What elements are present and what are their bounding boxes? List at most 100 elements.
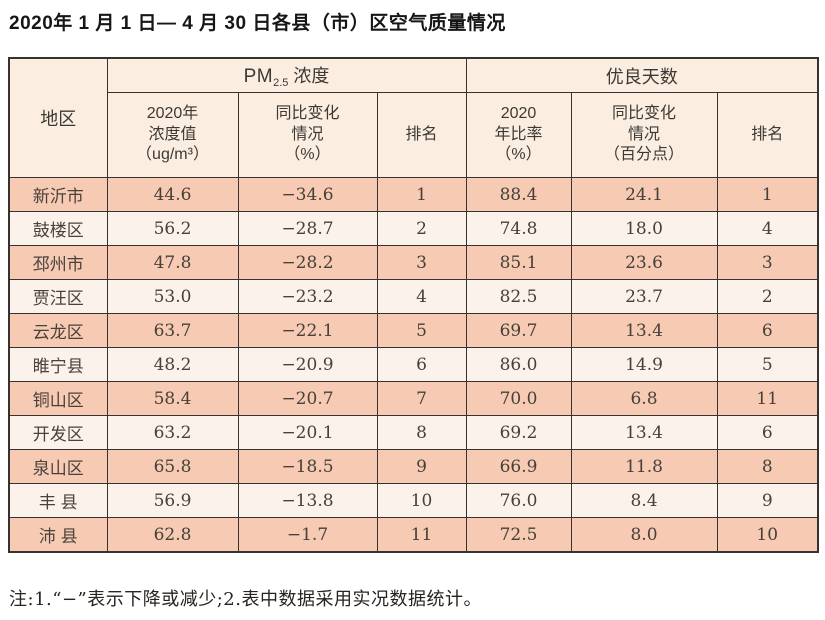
value-cell: 63.2	[106, 415, 239, 450]
value-cell: 62.8	[106, 517, 239, 553]
sub-header-row: 2020年 浓度值 （ug/m³） 同比变化 情况 （%） 排名 2020 年比…	[9, 92, 819, 178]
table-row: 邳州市 47.8 −28.2 3 85.1 23.6 3	[8, 245, 819, 280]
value-cell: 7	[376, 381, 467, 416]
good-ratio-header: 2020 年比率 （%）	[465, 92, 572, 178]
table-row: 开发区 63.2 −20.1 8 69.2 13.4 6	[8, 415, 819, 450]
table-row: 睢宁县 48.2 −20.9 6 86.0 14.9 5	[8, 347, 819, 382]
value-cell: 2	[376, 211, 467, 246]
pm25-label-subscript: 2.5	[273, 77, 289, 89]
table-row: 新沂市 44.6 −34.6 1 88.4 24.1 1	[8, 177, 819, 212]
value-cell: 56.2	[106, 211, 239, 246]
good-rank-header: 排名	[716, 92, 819, 178]
region-cell: 泉山区	[8, 449, 108, 484]
value-cell: 5	[716, 347, 819, 382]
pm25-value-header: 2020年 浓度值 （ug/m³）	[106, 92, 239, 178]
value-cell: 8	[716, 449, 819, 484]
pm25-rank-header: 排名	[376, 92, 467, 178]
region-cell: 睢宁县	[8, 347, 108, 382]
value-cell: 11.8	[570, 449, 718, 484]
value-cell: 86.0	[465, 347, 572, 382]
value-cell: 88.4	[465, 177, 572, 212]
pm25-group-header: PM2.5 浓度	[106, 57, 467, 93]
value-cell: 4	[716, 211, 819, 246]
table-row: 鼓楼区 56.2 −28.7 2 74.8 18.0 4	[8, 211, 819, 246]
value-cell: 47.8	[106, 245, 239, 280]
value-cell: 44.6	[106, 177, 239, 212]
value-cell: −23.2	[237, 279, 378, 314]
value-cell: 70.0	[465, 381, 572, 416]
value-cell: 4	[376, 279, 467, 314]
table-row: 铜山区 58.4 −20.7 7 70.0 6.8 11	[8, 381, 819, 416]
value-cell: 11	[716, 381, 819, 416]
value-cell: 9	[716, 483, 819, 518]
value-cell: −20.9	[237, 347, 378, 382]
value-cell: −28.2	[237, 245, 378, 280]
value-cell: 76.0	[465, 483, 572, 518]
value-cell: 10	[716, 517, 819, 553]
value-cell: 65.8	[106, 449, 239, 484]
pm25-label-suffix: 浓度	[288, 66, 330, 86]
value-cell: 18.0	[570, 211, 718, 246]
value-cell: 8	[376, 415, 467, 450]
value-cell: 10	[376, 483, 467, 518]
region-cell: 鼓楼区	[8, 211, 108, 246]
table-row: 贾汪区 53.0 −23.2 4 82.5 23.7 2	[8, 279, 819, 314]
table-row: 云龙区 63.7 −22.1 5 69.7 13.4 6	[8, 313, 819, 348]
value-cell: 24.1	[570, 177, 718, 212]
value-cell: 6	[716, 415, 819, 450]
value-cell: 9	[376, 449, 467, 484]
region-cell: 沛 县	[8, 517, 108, 553]
pm25-change-header: 同比变化 情况 （%）	[237, 92, 378, 178]
region-cell: 铜山区	[8, 381, 108, 416]
value-cell: 56.9	[106, 483, 239, 518]
value-cell: 6	[716, 313, 819, 348]
table-row: 沛 县 62.8 −1.7 11 72.5 8.0 10	[8, 517, 819, 553]
value-cell: 58.4	[106, 381, 239, 416]
value-cell: 3	[376, 245, 467, 280]
value-cell: 74.8	[465, 211, 572, 246]
region-cell: 邳州市	[8, 245, 108, 280]
value-cell: 2	[716, 279, 819, 314]
region-cell: 新沂市	[8, 177, 108, 212]
value-cell: −28.7	[237, 211, 378, 246]
value-cell: 23.6	[570, 245, 718, 280]
value-cell: −13.8	[237, 483, 378, 518]
value-cell: −34.6	[237, 177, 378, 212]
value-cell: 1	[716, 177, 819, 212]
value-cell: 85.1	[465, 245, 572, 280]
region-column-header: 地区	[8, 57, 108, 178]
value-cell: 8.4	[570, 483, 718, 518]
page-title: 2020年 1 月 1 日— 4 月 30 日各县（市）区空气质量情况	[9, 13, 506, 34]
table-row: 丰 县 56.9 −13.8 10 76.0 8.4 9	[8, 483, 819, 518]
region-cell: 开发区	[8, 415, 108, 450]
value-cell: 48.2	[106, 347, 239, 382]
value-cell: 82.5	[465, 279, 572, 314]
pm25-label-prefix: PM	[243, 66, 274, 87]
value-cell: 6.8	[570, 381, 718, 416]
value-cell: 53.0	[106, 279, 239, 314]
value-cell: 63.7	[106, 313, 239, 348]
good-change-header: 同比变化 情况 （百分点）	[570, 92, 718, 178]
value-cell: 69.7	[465, 313, 572, 348]
value-cell: 13.4	[570, 313, 718, 348]
air-quality-table: 地区 PM2.5 浓度 优良天数 2020年 浓度值 （ug/m³） 同比变化 …	[8, 57, 819, 553]
value-cell: 23.7	[570, 279, 718, 314]
group-header-row: 地区 PM2.5 浓度 优良天数	[8, 57, 819, 178]
value-cell: −20.7	[237, 381, 378, 416]
value-cell: 14.9	[570, 347, 718, 382]
value-cell: −22.1	[237, 313, 378, 348]
value-cell: 1	[376, 177, 467, 212]
value-cell: 3	[716, 245, 819, 280]
table-row: 泉山区 65.8 −18.5 9 66.9 11.8 8	[8, 449, 819, 484]
value-cell: 72.5	[465, 517, 572, 553]
value-cell: 5	[376, 313, 467, 348]
value-cell: −20.1	[237, 415, 378, 450]
region-cell: 丰 县	[8, 483, 108, 518]
value-cell: 8.0	[570, 517, 718, 553]
value-cell: 13.4	[570, 415, 718, 450]
value-cell: 11	[376, 517, 467, 553]
value-cell: −18.5	[237, 449, 378, 484]
value-cell: −1.7	[237, 517, 378, 553]
region-cell: 云龙区	[8, 313, 108, 348]
